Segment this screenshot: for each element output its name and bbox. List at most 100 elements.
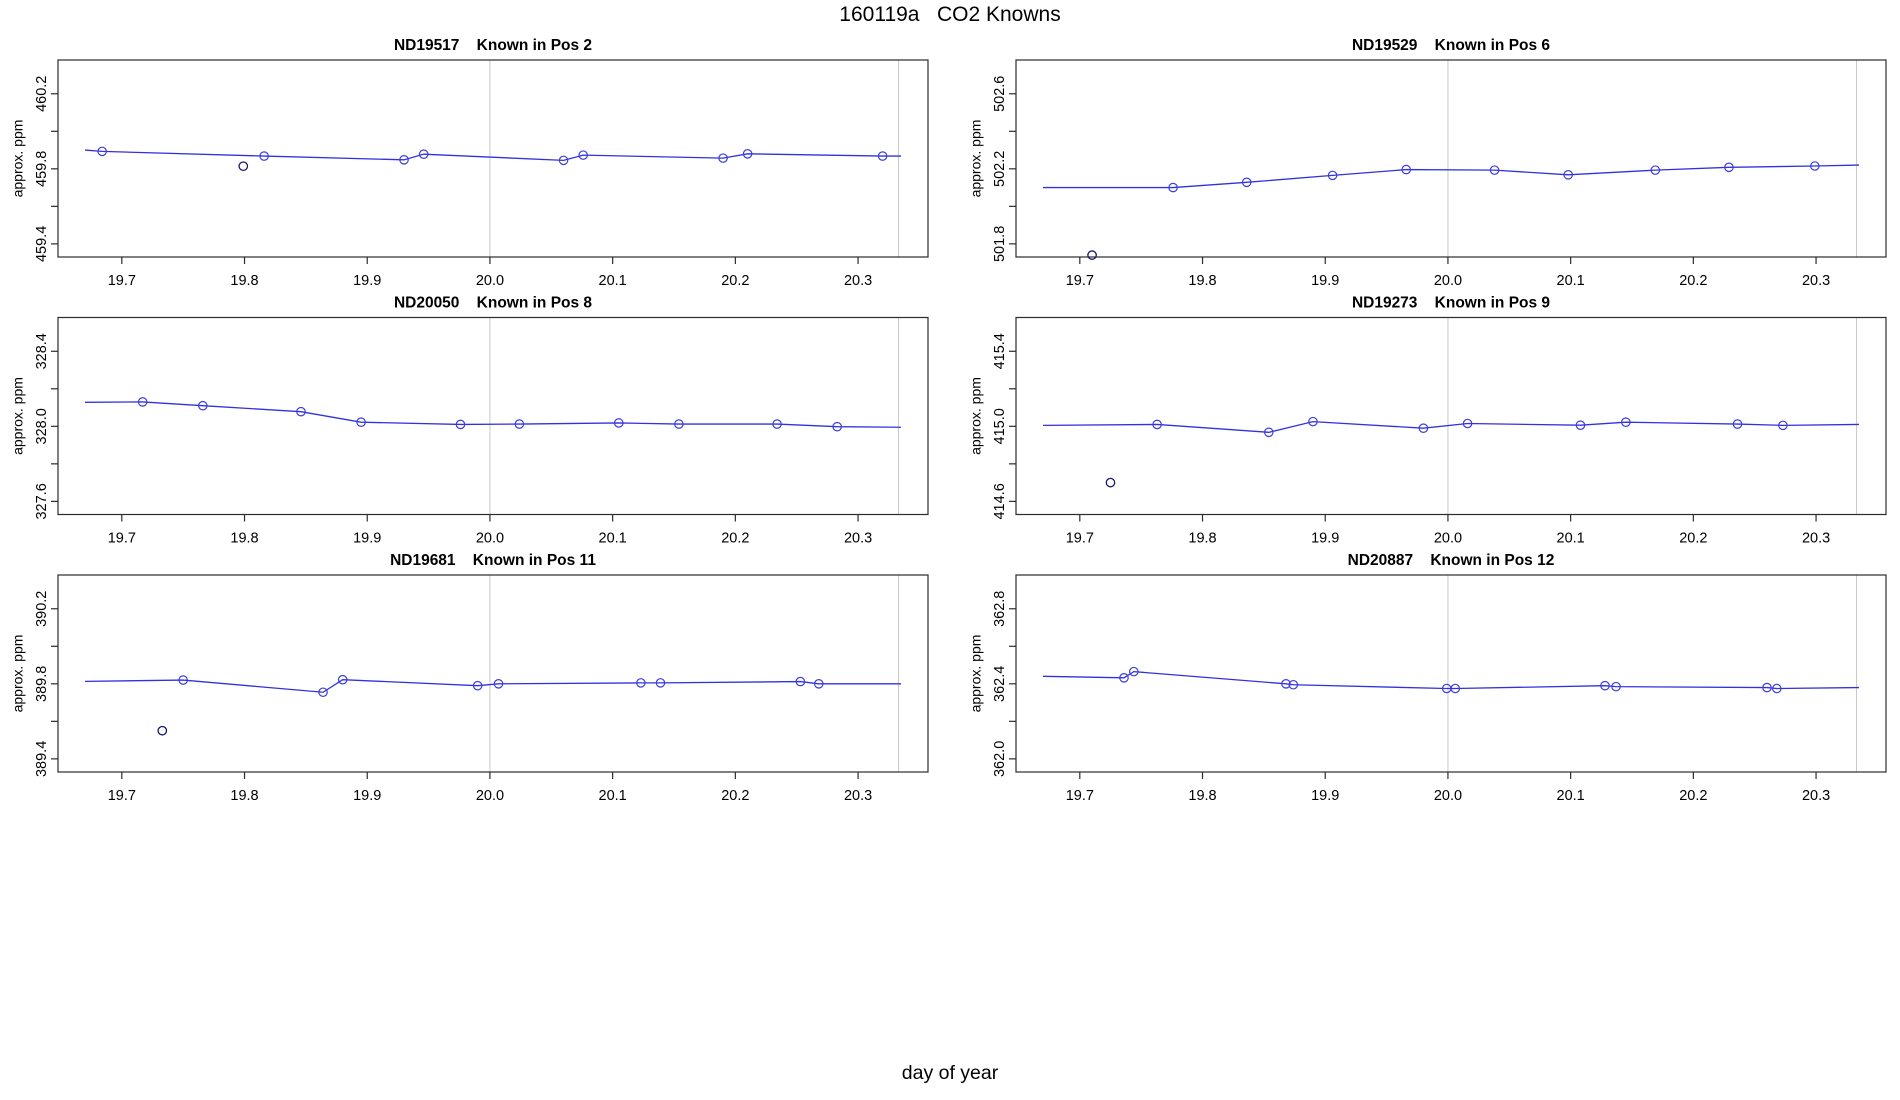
data-point-marker (455, 419, 466, 430)
x-tick-label: 20.2 (721, 531, 749, 547)
panel-title: ND20887 Known in Pos 12 (1348, 552, 1555, 569)
x-tick-label: 19.9 (353, 788, 381, 804)
y-tick-label: 459.8 (34, 151, 50, 187)
data-line (84, 679, 902, 693)
panel-ND19517: ND19517 Known in Pos 2 19.7 19.8 19.9 20.0 20… (10, 37, 929, 289)
y-tick-label: 390.2 (34, 591, 50, 627)
data-point-marker (337, 674, 348, 685)
data-point-marker (356, 417, 366, 427)
data-point-marker (1462, 418, 1473, 429)
figure-title: 160119a CO2 Knowns (839, 3, 1061, 26)
x-tick-label: 20.3 (1802, 531, 1830, 547)
data-point-marker (1724, 162, 1734, 173)
x-tick-label: 19.8 (230, 531, 258, 547)
y-tick-label: 389.8 (34, 666, 50, 702)
x-tick-label: 20.0 (476, 788, 504, 804)
y-axis-label: approx. ppm (10, 120, 26, 198)
data-point-marker (418, 149, 429, 159)
outlier-point (238, 161, 249, 172)
data-point-marker (318, 687, 328, 698)
data-point-marker (877, 151, 888, 161)
y-tick-label: 415.4 (992, 333, 1008, 369)
data-line (84, 149, 902, 162)
data-point-marker (137, 397, 148, 407)
x-tick-label: 20.0 (1434, 788, 1462, 804)
panel-ND19273: ND19273 Known in Pos 9 19.7 19.8 19.9 20.0 20… (968, 295, 1887, 547)
plot-frame (57, 316, 929, 516)
plot-frame (57, 59, 929, 258)
data-point-marker (1563, 170, 1573, 180)
panel-title: ND19681 Known in Pos 11 (390, 552, 596, 569)
y-tick-label: 362.4 (992, 666, 1008, 702)
data-point-marker (1771, 683, 1782, 694)
y-tick-label: 362.8 (992, 591, 1008, 627)
x-tick-label: 19.8 (1188, 273, 1216, 289)
x-tick-label: 19.7 (108, 531, 136, 547)
panel-ND20887: ND20887 Known in Pos 12 19.7 19.8 19.9 20.0 2… (968, 552, 1887, 804)
data-line (1042, 670, 1860, 690)
x-tick-label: 20.1 (1557, 531, 1585, 547)
y-axis-label: approx. ppm (968, 120, 984, 198)
y-tick-label: 327.6 (34, 483, 50, 519)
data-point-marker (655, 678, 666, 688)
y-tick-label: 415.0 (992, 408, 1008, 444)
data-point-marker (1168, 182, 1178, 193)
data-point-marker (1288, 679, 1299, 690)
x-tick-label: 19.7 (1066, 788, 1094, 804)
x-tick-label: 19.9 (353, 531, 381, 547)
x-tick-label: 20.2 (721, 788, 749, 804)
y-tick-label: 389.4 (34, 741, 50, 777)
x-tick-label: 20.0 (476, 531, 504, 547)
data-point-marker (1575, 420, 1586, 430)
x-tick-label: 20.2 (1679, 273, 1707, 289)
data-point-marker (399, 155, 409, 165)
data-point-marker (1263, 427, 1274, 438)
y-axis-label: approx. ppm (10, 635, 26, 713)
data-point-marker (1650, 165, 1661, 175)
panel-title: ND19529 Known in Pos 6 (1352, 37, 1550, 54)
x-tick-label: 19.7 (108, 788, 136, 804)
y-axis-label: approx. ppm (10, 377, 26, 455)
data-point-marker (1450, 683, 1461, 694)
outlier-point (1105, 477, 1116, 488)
data-point-marker (1611, 681, 1621, 692)
x-tick-label: 20.3 (1802, 788, 1830, 804)
data-point-marker (493, 679, 504, 689)
x-tick-label: 20.3 (844, 273, 872, 289)
outlier-point (1087, 250, 1097, 260)
data-point-marker (1621, 417, 1631, 427)
x-tick-label: 20.1 (599, 531, 627, 547)
data-point-marker (1600, 680, 1610, 691)
x-tick-label: 19.8 (230, 788, 258, 804)
x-tick-label: 20.1 (599, 273, 627, 289)
panel-title: ND19517 Known in Pos 2 (394, 37, 592, 54)
data-point-marker (259, 151, 269, 161)
x-tick-label: 19.9 (1311, 531, 1339, 547)
data-point-marker (718, 153, 728, 163)
x-tick-label: 20.2 (721, 273, 749, 289)
outlier-point (157, 725, 168, 736)
x-tick-label: 20.3 (844, 531, 872, 547)
x-tick-label: 20.2 (1679, 788, 1707, 804)
x-tick-label: 20.0 (476, 273, 504, 289)
data-point-marker (1308, 416, 1318, 427)
x-tick-label: 19.8 (230, 273, 258, 289)
data-point-marker (1418, 423, 1429, 433)
x-tick-label: 19.9 (1311, 273, 1339, 289)
data-point-marker (813, 679, 824, 689)
data-point-marker (296, 406, 306, 417)
y-tick-label: 502.6 (992, 76, 1008, 112)
y-tick-label: 328.4 (34, 333, 50, 369)
x-tick-label: 20.3 (844, 788, 872, 804)
data-point-marker (1327, 170, 1338, 181)
data-point-marker (97, 146, 107, 157)
data-point-marker (1241, 177, 1252, 188)
panel-ND19529: ND19529 Known in Pos 6 19.7 19.8 19.9 20.0 20… (968, 37, 1887, 289)
data-point-marker (772, 419, 782, 429)
data-line (1042, 164, 1860, 189)
data-point-marker (178, 675, 188, 685)
y-tick-label: 362.0 (992, 741, 1008, 777)
x-tick-label: 20.0 (1434, 531, 1462, 547)
data-point-marker (578, 150, 588, 160)
